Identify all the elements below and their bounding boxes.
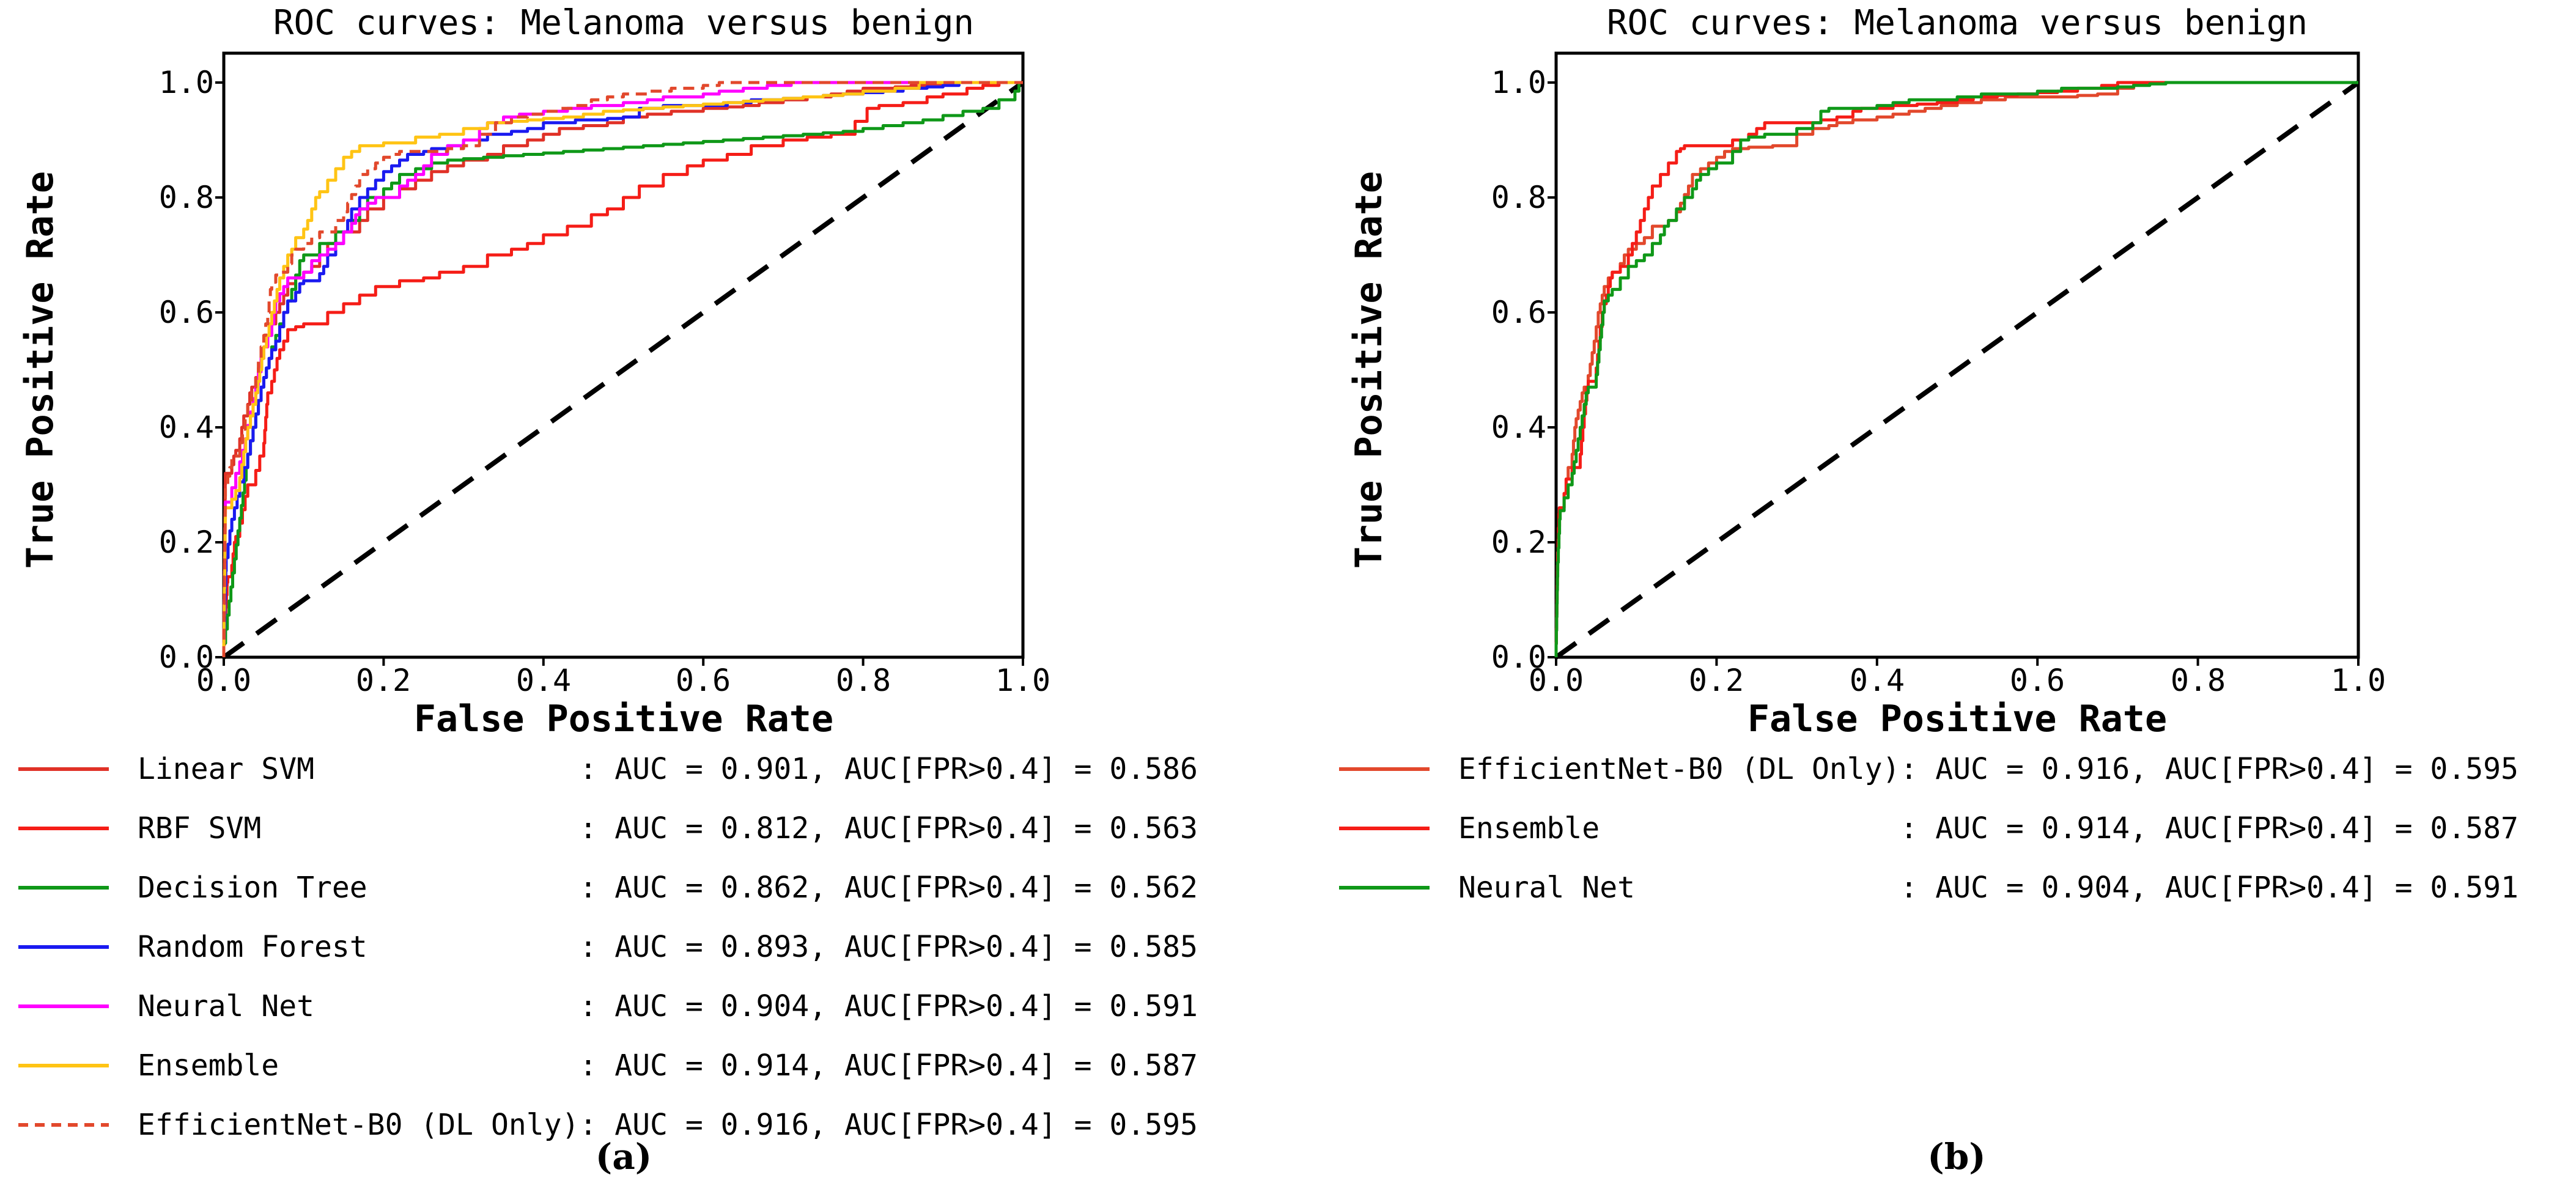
legend-item-neural-net: Neural Net : AUC = 0.904, AUC[FPR>0.4] =… bbox=[1339, 869, 2519, 906]
legend-label: RBF SVM : AUC = 0.812, AUC[FPR>0.4] = 0.… bbox=[138, 811, 1198, 846]
legend-label: EfficientNet-B0 (DL Only): AUC = 0.916, … bbox=[1458, 752, 2519, 786]
x-tick-label: 1.0 bbox=[995, 663, 1050, 698]
legend-line-swatch bbox=[18, 886, 109, 890]
legend-item-decision-tree: Decision Tree : AUC = 0.862, AUC[FPR>0.4… bbox=[18, 869, 1198, 906]
legend-label: Decision Tree : AUC = 0.862, AUC[FPR>0.4… bbox=[138, 871, 1198, 905]
y-tick-label: 0.8 bbox=[159, 180, 214, 215]
y-axis-label: True Positive Rate bbox=[1348, 171, 1390, 569]
y-tick-label: 0.2 bbox=[1491, 525, 1546, 560]
chance-diagonal bbox=[222, 80, 1025, 660]
x-tick-label: 0.0 bbox=[1529, 663, 1584, 698]
legend-line-swatch bbox=[1339, 827, 1430, 830]
legend-item-random-forest: Random Forest : AUC = 0.893, AUC[FPR>0.4… bbox=[18, 929, 1198, 965]
roc-plot-b: ROC curves: Melanoma versus benign 0.0 0… bbox=[1348, 3, 2386, 740]
legend-label: Random Forest : AUC = 0.893, AUC[FPR>0.4… bbox=[138, 930, 1198, 964]
x-axis-label: False Positive Rate bbox=[1747, 698, 2167, 740]
y-axis-label: True Positive Rate bbox=[19, 171, 62, 569]
legend-label: Neural Net : AUC = 0.904, AUC[FPR>0.4] =… bbox=[1458, 871, 2519, 905]
x-axis-label: False Positive Rate bbox=[414, 698, 833, 740]
x-tick-label: 0.2 bbox=[1689, 663, 1744, 698]
y-tick-label: 0.0 bbox=[159, 639, 214, 675]
x-tick-label: 0.2 bbox=[356, 663, 411, 698]
legend-line-swatch bbox=[1339, 767, 1430, 771]
y-tick-label: 0.2 bbox=[159, 525, 214, 560]
legend-item-ensemble: Ensemble : AUC = 0.914, AUC[FPR>0.4] = 0… bbox=[1339, 810, 2519, 847]
legend-item-neural-net: Neural Net : AUC = 0.904, AUC[FPR>0.4] =… bbox=[18, 988, 1198, 1025]
y-tick-label: 0.8 bbox=[1491, 180, 1546, 215]
legend-label: Ensemble : AUC = 0.914, AUC[FPR>0.4] = 0… bbox=[1458, 811, 2519, 846]
x-tick-label: 1.0 bbox=[2331, 663, 2386, 698]
plot-border bbox=[222, 51, 1025, 659]
legend-line-swatch bbox=[18, 1123, 109, 1127]
roc-plot-a: ROC curves: Melanoma versus benign 0.0 0… bbox=[19, 3, 1050, 740]
y-tick-label: 0.6 bbox=[1491, 295, 1546, 330]
y-tick-label: 1.0 bbox=[1491, 65, 1546, 100]
legend-label: Linear SVM : AUC = 0.901, AUC[FPR>0.4] =… bbox=[138, 752, 1198, 786]
plot-title: ROC curves: Melanoma versus benign bbox=[1607, 3, 2308, 43]
tick-marks bbox=[215, 81, 1024, 666]
x-tick-label: 0.6 bbox=[2010, 663, 2065, 698]
roc-curve-neural-net bbox=[222, 81, 1023, 657]
roc-curve-linear-svm bbox=[222, 81, 1023, 657]
legend-line-swatch bbox=[1339, 886, 1430, 890]
plot-border bbox=[1554, 51, 2360, 659]
legend-label: EfficientNet-B0 (DL Only): AUC = 0.916, … bbox=[138, 1108, 1198, 1142]
legend-line-swatch bbox=[18, 945, 109, 949]
y-tick-label: 0.4 bbox=[159, 410, 214, 445]
legend-label: Ensemble : AUC = 0.914, AUC[FPR>0.4] = 0… bbox=[138, 1048, 1198, 1083]
legend-line-swatch bbox=[18, 1064, 109, 1067]
legend-item-ensemble: Ensemble : AUC = 0.914, AUC[FPR>0.4] = 0… bbox=[18, 1047, 1198, 1084]
roc-curve-efficientnet-b0 bbox=[222, 81, 1023, 657]
subfigure-caption-b: (b) bbox=[1927, 1136, 1986, 1177]
legend-line-swatch bbox=[18, 767, 109, 771]
legend-line-swatch bbox=[18, 1004, 109, 1008]
x-tick-label: 0.6 bbox=[676, 663, 731, 698]
x-tick-label: 0.8 bbox=[836, 663, 891, 698]
subfigure-caption-a: (a) bbox=[595, 1136, 652, 1177]
roc-curve-neural-net bbox=[1554, 81, 2358, 657]
legend-item-efficientnet-b0: EfficientNet-B0 (DL Only): AUC = 0.916, … bbox=[1339, 751, 2519, 787]
tick-marks bbox=[1548, 81, 2360, 666]
y-tick-label: 0.0 bbox=[1491, 639, 1546, 675]
x-tick-label: 0.0 bbox=[196, 663, 251, 698]
y-tick-label: 0.4 bbox=[1491, 410, 1546, 445]
x-tick-label: 0.8 bbox=[2171, 663, 2226, 698]
legend-item-linear-svm: Linear SVM : AUC = 0.901, AUC[FPR>0.4] =… bbox=[18, 751, 1198, 787]
y-tick-label: 0.6 bbox=[159, 295, 214, 330]
chance-diagonal bbox=[1554, 80, 2360, 660]
x-tick-label: 0.4 bbox=[1850, 663, 1905, 698]
x-tick-label: 0.4 bbox=[516, 663, 571, 698]
legend-item-efficientnet-b0: EfficientNet-B0 (DL Only): AUC = 0.916, … bbox=[18, 1107, 1198, 1143]
legend-line-swatch bbox=[18, 827, 109, 830]
plot-title: ROC curves: Melanoma versus benign bbox=[273, 3, 974, 43]
roc-curve-ensemble bbox=[222, 81, 1023, 657]
legend-item-rbf-svm: RBF SVM : AUC = 0.812, AUC[FPR>0.4] = 0.… bbox=[18, 810, 1198, 847]
y-tick-label: 1.0 bbox=[159, 65, 214, 100]
legend-label: Neural Net : AUC = 0.904, AUC[FPR>0.4] =… bbox=[138, 989, 1198, 1023]
